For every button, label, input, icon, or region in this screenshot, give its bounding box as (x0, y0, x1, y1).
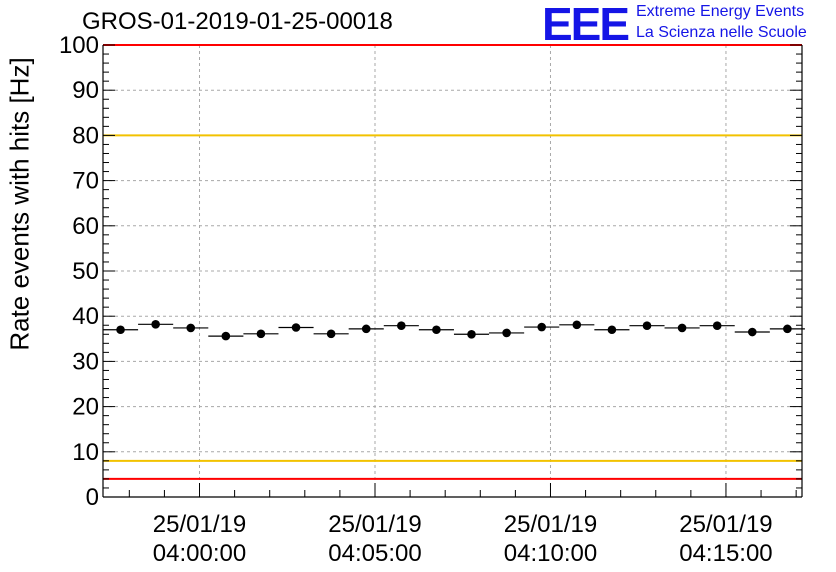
data-point (116, 325, 125, 335)
y-tick-label: 30 (72, 348, 99, 375)
data-point (397, 321, 406, 330)
data-point (642, 321, 652, 330)
x-tick-label-date: 25/01/19 (679, 511, 772, 538)
y-tick-label: 60 (72, 213, 99, 240)
eee-logo-mark: EEE (542, 0, 630, 50)
logo-text-line-2: La Scienza nelle Scuole (636, 24, 807, 41)
data-point (256, 329, 266, 339)
y-tick-label: 70 (72, 168, 99, 195)
data-point (537, 322, 547, 332)
data-point (432, 325, 441, 335)
x-tick-label-date: 25/01/19 (153, 511, 246, 538)
data-point (467, 329, 476, 339)
data-point (221, 331, 231, 341)
x-tick-label-time: 04:15:00 (679, 540, 772, 567)
y-tick-label: 90 (72, 77, 99, 104)
data-point (151, 320, 160, 329)
x-tick-label-time: 04:05:00 (328, 540, 421, 567)
y-tick-label: 100 (59, 32, 99, 59)
y-tick-label: 0 (86, 484, 99, 511)
data-point (677, 323, 687, 333)
x-tick-label-date: 25/01/19 (504, 511, 597, 538)
y-tick-label: 40 (72, 303, 99, 330)
data-point (712, 321, 722, 330)
data-point (747, 327, 757, 337)
x-tick-label-date: 25/01/19 (328, 511, 421, 538)
data-point (607, 325, 617, 335)
y-axis-label: Rate events with hits [Hz] (4, 57, 35, 351)
data-point (186, 323, 196, 333)
data-point (783, 324, 792, 334)
y-tick-label: 20 (72, 394, 99, 421)
x-tick-label-time: 04:10:00 (504, 540, 597, 567)
logo-text-line-1: Extreme Energy Events (636, 3, 805, 20)
chart-title: GROS-01-2019-01-25-00018 (82, 8, 393, 35)
data-point (326, 329, 336, 339)
data-point (291, 323, 301, 332)
data-point (502, 328, 511, 338)
data-point (572, 320, 582, 330)
x-tick-label-time: 04:00:00 (153, 540, 246, 567)
y-tick-label: 50 (72, 258, 99, 285)
data-point (361, 324, 371, 334)
y-tick-label: 80 (72, 122, 99, 149)
y-tick-label: 10 (72, 439, 99, 466)
eee-logo: EEE Extreme Energy Events La Scienza nel… (542, 0, 832, 50)
